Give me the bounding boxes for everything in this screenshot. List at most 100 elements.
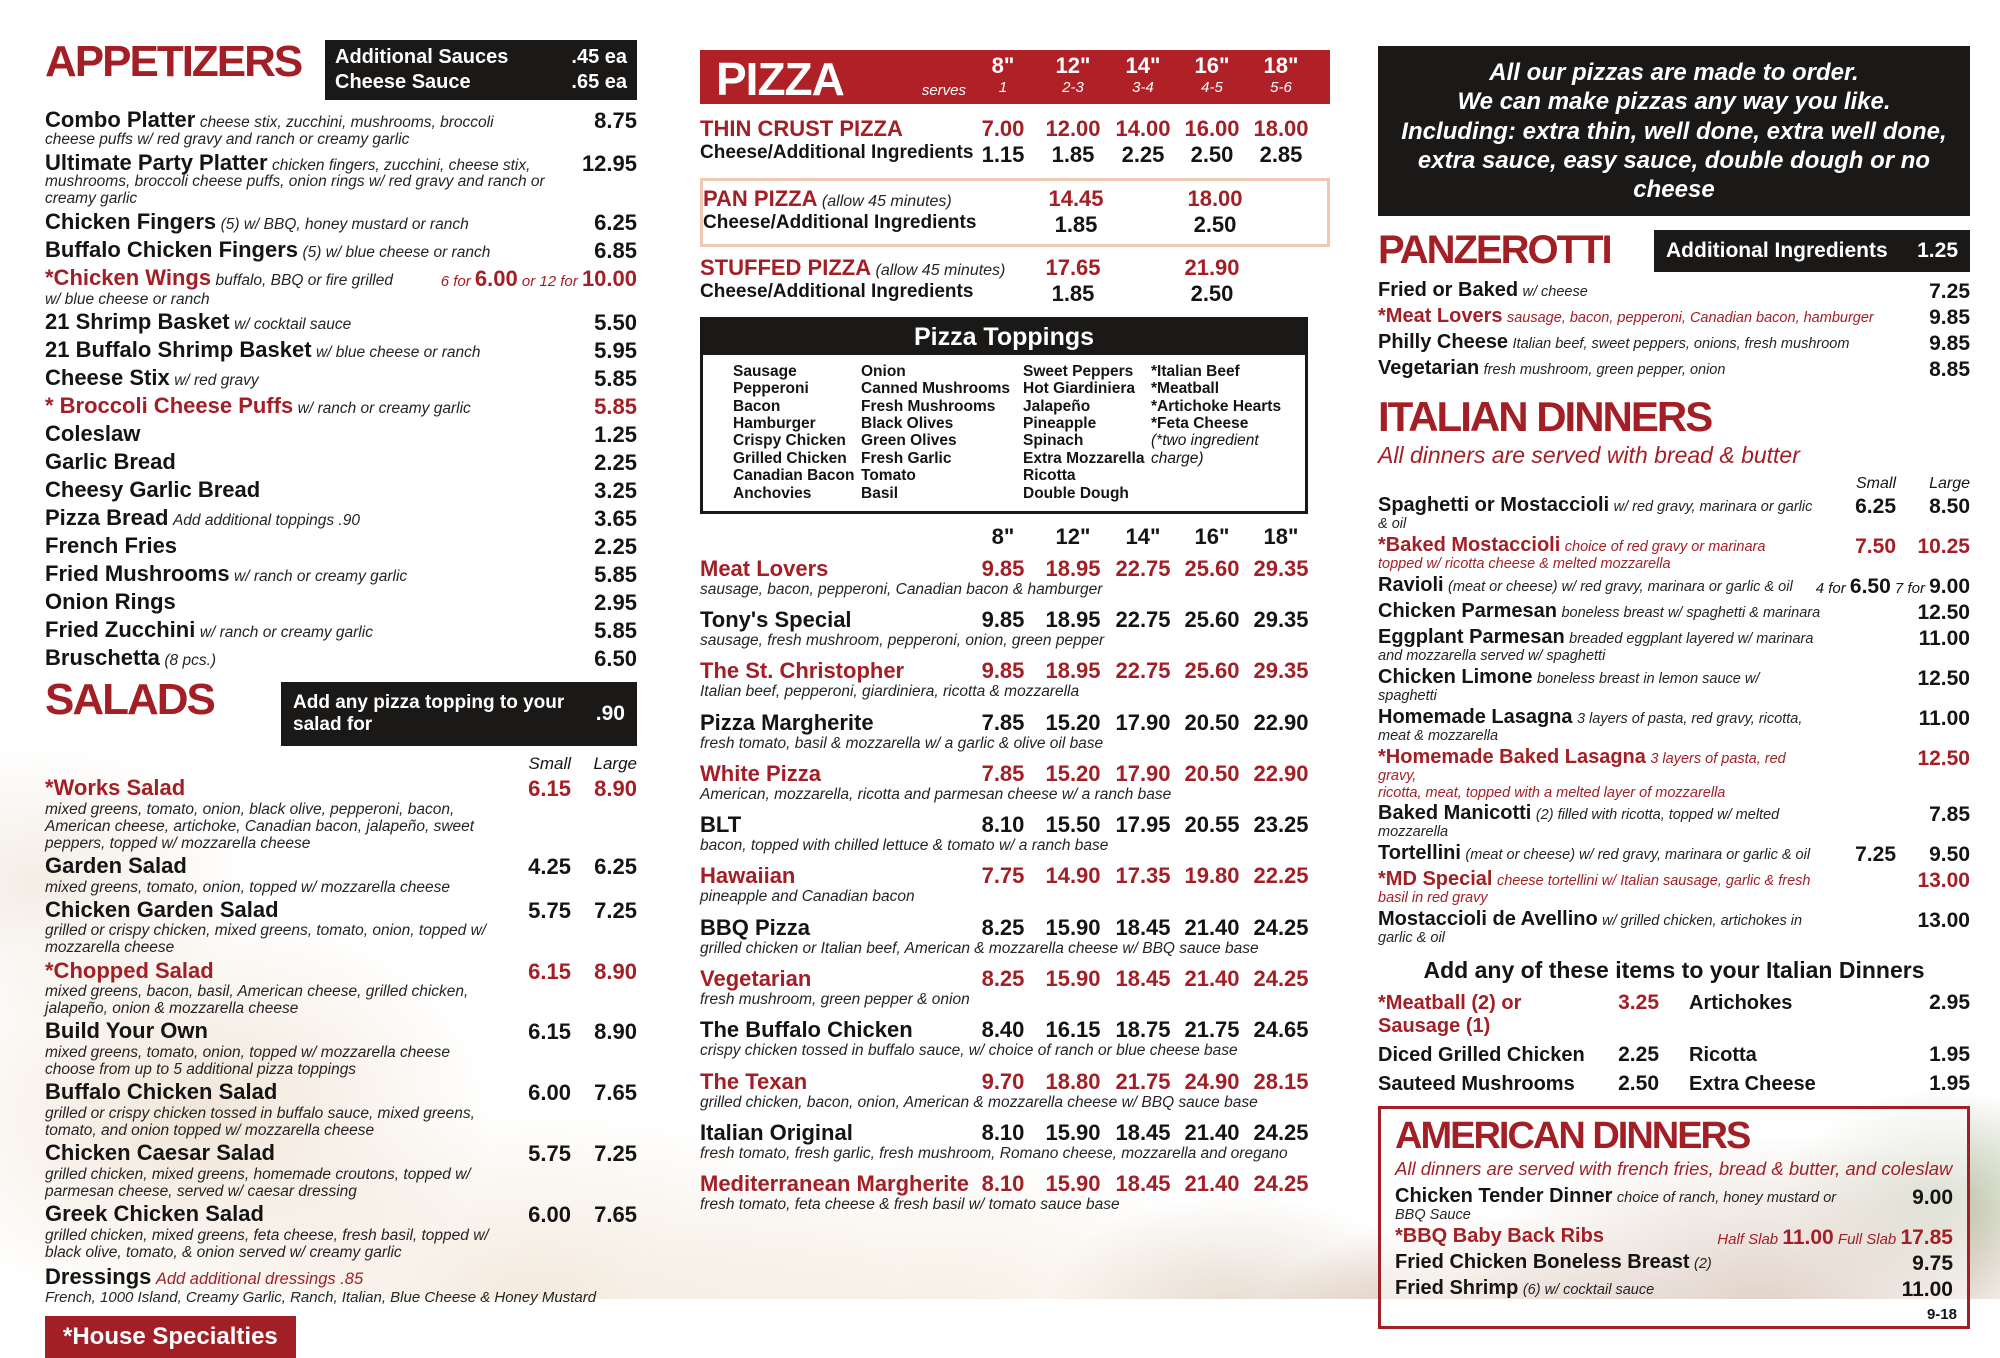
item-price-large: 8.50 (1929, 495, 1970, 519)
price-cell: 14.00 (1115, 116, 1171, 141)
item-desc: (5) w/ blue cheese or ranch (302, 243, 491, 261)
panzerotti-ingredients-label: Additional Ingredients (1666, 239, 1888, 263)
item-name: Mediterranean Margherite (700, 1171, 969, 1197)
item-desc: (meat or cheese) w/ red gravy, marinara … (1448, 579, 1793, 596)
item-desc: mixed greens, tomato, onion, black olive… (45, 800, 475, 852)
item-desc: w/ red gravy (174, 371, 259, 389)
menu-item: Vegetarian 8.25 15.90 18.45 21.40 24.25 fresh … (700, 966, 1330, 1008)
item-name: Ultimate Party Platter (45, 149, 268, 175)
item-price-large: 13.00 (1917, 909, 1970, 933)
price-cell: 2.50 (1193, 212, 1237, 237)
price-cell: 15.90 (1045, 1119, 1101, 1145)
menu-item: Chicken Tender Dinner choice of ranch, h… (1395, 1185, 1953, 1224)
item-name: Chicken Limone (1378, 666, 1533, 688)
item-name: Eggplant Parmesan (1378, 626, 1565, 649)
price-cell: 9.70 (981, 1068, 1025, 1094)
price-cell: 20.55 (1184, 812, 1240, 838)
large-header: Large (1929, 475, 1970, 493)
item-price-large: 12.50 (1917, 667, 1970, 690)
price-cell: 21.75 (1115, 1068, 1171, 1094)
right-column: All our pizzas are made to order. We can… (1378, 0, 1970, 1329)
price-cell: 18.45 (1115, 914, 1171, 940)
menu-item: Combo Platter cheese stix, zucchini, mus… (45, 108, 637, 149)
menu-item: Eggplant Parmesan breaded eggplant layer… (1378, 627, 1970, 665)
price-cell: 9.85 (981, 607, 1025, 633)
item-price: 6.85 (594, 237, 637, 263)
item-name: Hawaiian (700, 863, 796, 889)
price-cell: 24.25 (1253, 1119, 1309, 1145)
specialty-price-row: Pizza Margherite 7.85 15.20 17.90 20.50 22.90 (700, 710, 1330, 736)
price-cell: 8" (991, 523, 1015, 549)
item-price: 4 for 6.50 7 for 9.00 (1815, 575, 1970, 599)
price-cell: 16" (1194, 53, 1230, 78)
item-price-large: 12.50 (1917, 746, 1970, 770)
note-line: extra sauce, easy sauce, double dough or… (1417, 146, 1931, 204)
salad-topping-price: .90 (595, 701, 625, 725)
item-price-large: 11.00 (1918, 627, 1970, 651)
price-cell: 15.90 (1045, 966, 1101, 991)
topping: Spinach (1023, 432, 1084, 450)
item-price-small: 6.00 (528, 1202, 571, 1228)
item-price-small (1828, 707, 1896, 731)
item-price-large: 7.65 (594, 1202, 637, 1228)
item-price-small: 5.75 (528, 897, 571, 923)
topping: Bacon (733, 397, 781, 415)
appetizers-header: APPETIZERS Additional Sauces .45 ea Chee… (45, 40, 637, 100)
item-name: Vegetarian (700, 966, 812, 991)
dressings-note: Add additional dressings .85 (155, 1269, 364, 1288)
item-price-large: 6.25 (594, 853, 637, 879)
item-desc: mixed greens, tomato, onion, topped w/ m… (45, 1044, 450, 1079)
item-name: Chicken Garden Salad (45, 896, 279, 922)
item-name: *MD Special (1378, 868, 1493, 891)
price-cell: 15.20 (1045, 709, 1101, 735)
item-name: Fried Mushrooms (45, 560, 230, 586)
item-name: Onion Rings (45, 588, 176, 614)
topping: Anchovies (733, 484, 812, 502)
crust-label: STUFFED PIZZA (allow 45 minutes) (700, 255, 1005, 280)
menu-item: Vegetarian fresh mushroom, green pepper,… (1378, 358, 1970, 382)
item-desc: grilled chicken, mixed greens, feta chee… (45, 1226, 489, 1261)
cheese-price-row: Cheese/Additional Ingredients 1.15 1.85 2.2… (700, 142, 1330, 168)
item-name: *Works Salad (45, 774, 186, 800)
sauce-label: Cheese Sauce (335, 71, 471, 93)
specialty-price-row: Vegetarian 8.25 15.90 18.45 21.40 24.25 (700, 966, 1330, 992)
item-price: 2.25 (594, 533, 637, 559)
menu-item: White Pizza 7.85 15.20 17.90 20.50 22.90 Ameri… (700, 761, 1330, 803)
item-desc: fresh mushroom, green pepper & onion (700, 991, 970, 1008)
cheese-label: Cheese/Additional Ingredients (700, 281, 974, 302)
item-price: 2.95 (594, 589, 637, 615)
menu-item: Chicken Parmesan boneless breast w/ spag… (1378, 601, 1970, 625)
topping: Hamburger (733, 415, 816, 433)
crust-name: THIN CRUST PIZZA (700, 116, 903, 141)
topping: Grilled Chicken (733, 449, 847, 467)
item-price: 5.85 (594, 365, 637, 391)
addon-price: 2.25 (1618, 1042, 1659, 1066)
price-cell: 12" (1055, 523, 1091, 549)
price-cell: 18.75 (1115, 1017, 1171, 1043)
price-cell: 17.95 (1115, 812, 1171, 838)
addon-pair: Artichokes 2.95 (1689, 991, 1970, 1038)
menu-item: Chicken Caesar Salad grilled chicken, mix… (45, 1141, 637, 1200)
price-cell: 15.90 (1045, 914, 1101, 940)
addon-name: Artichokes (1689, 991, 1793, 1014)
item-desc: fresh tomato, feta cheese & fresh basil … (700, 1196, 1120, 1214)
price-cell: 16" (1194, 523, 1230, 549)
salad-topping-box: Add any pizza topping to your salad for … (281, 681, 637, 746)
price-cell: 12.00 (1045, 116, 1101, 141)
menu-item: *Chicken Wings buffalo, BBQ or fire gril… (45, 266, 637, 308)
specialty-price-row: Tony's Special 9.85 18.95 22.75 25.60 29.35 (700, 607, 1330, 633)
item-price-small: 4.25 (528, 853, 571, 879)
menu-item: Mostaccioli de Avellino w/ grilled chick… (1378, 909, 1970, 947)
cheese-price-row: Cheese/Additional Ingredients 1.85 2.50 (700, 281, 1330, 307)
item-price-small: 6.15 (528, 1019, 571, 1045)
item-desc: w/ blue cheese or ranch (315, 343, 481, 361)
item-desc: (meat or cheese) w/ red gravy, marinara … (1465, 847, 1811, 864)
price-cell: 8.10 (981, 812, 1025, 838)
item-desc: sausage, bacon, pepperoni, Canadian baco… (1506, 310, 1874, 327)
item-price: 8.85 (1929, 358, 1970, 382)
item-desc: mixed greens, bacon, basil, American che… (45, 983, 469, 1018)
note-line: We can make pizzas any way you like. (1457, 88, 1891, 116)
item-name: Philly Cheese (1378, 331, 1509, 354)
item-price-large: 13.00 (1917, 869, 1970, 893)
small-header: Small (528, 753, 571, 773)
